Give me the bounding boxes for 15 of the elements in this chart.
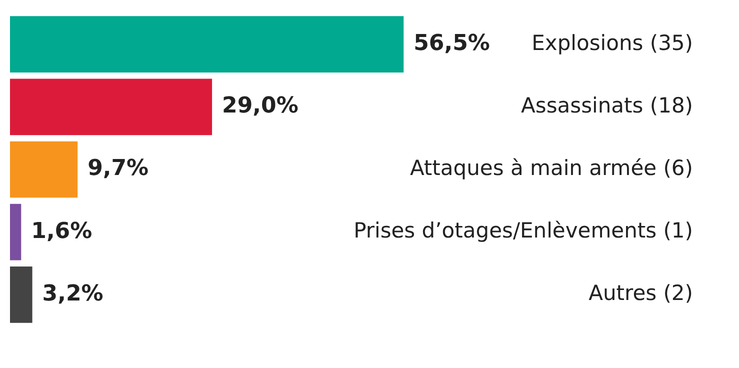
bar [10, 78, 212, 136]
data-label: 9,7% [88, 156, 149, 182]
bar [10, 266, 32, 323]
y-tick-label: Explosions (35) [532, 30, 693, 55]
data-label: 56,5% [414, 31, 490, 56]
y-tick-label: Assassinats (18) [521, 93, 693, 118]
bar [10, 204, 22, 260]
bar [10, 16, 404, 72]
data-label: 29,0% [222, 94, 298, 119]
data-label: 1,6% [31, 218, 92, 244]
y-tick-label: Attaques à main armée (6) [410, 156, 693, 180]
y-tick-label: Prises d’otages/Enlèvements (1) [354, 218, 693, 243]
bar [10, 141, 78, 198]
data-label: 3,2% [42, 281, 104, 306]
y-tick-label: Autres (2) [588, 281, 693, 306]
